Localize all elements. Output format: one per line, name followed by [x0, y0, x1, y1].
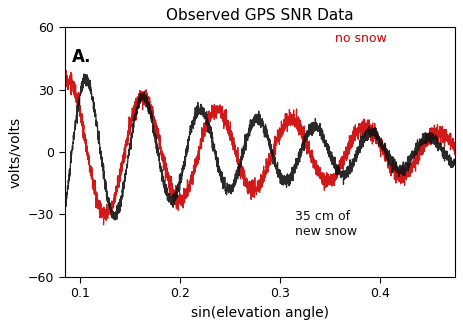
Text: 35 cm of
new snow: 35 cm of new snow: [294, 210, 357, 238]
Text: A.: A.: [72, 48, 91, 66]
Text: no snow: no snow: [335, 32, 387, 45]
X-axis label: sin(elevation angle): sin(elevation angle): [191, 306, 329, 320]
Y-axis label: volts/volts: volts/volts: [8, 116, 22, 188]
Title: Observed GPS SNR Data: Observed GPS SNR Data: [166, 8, 353, 23]
